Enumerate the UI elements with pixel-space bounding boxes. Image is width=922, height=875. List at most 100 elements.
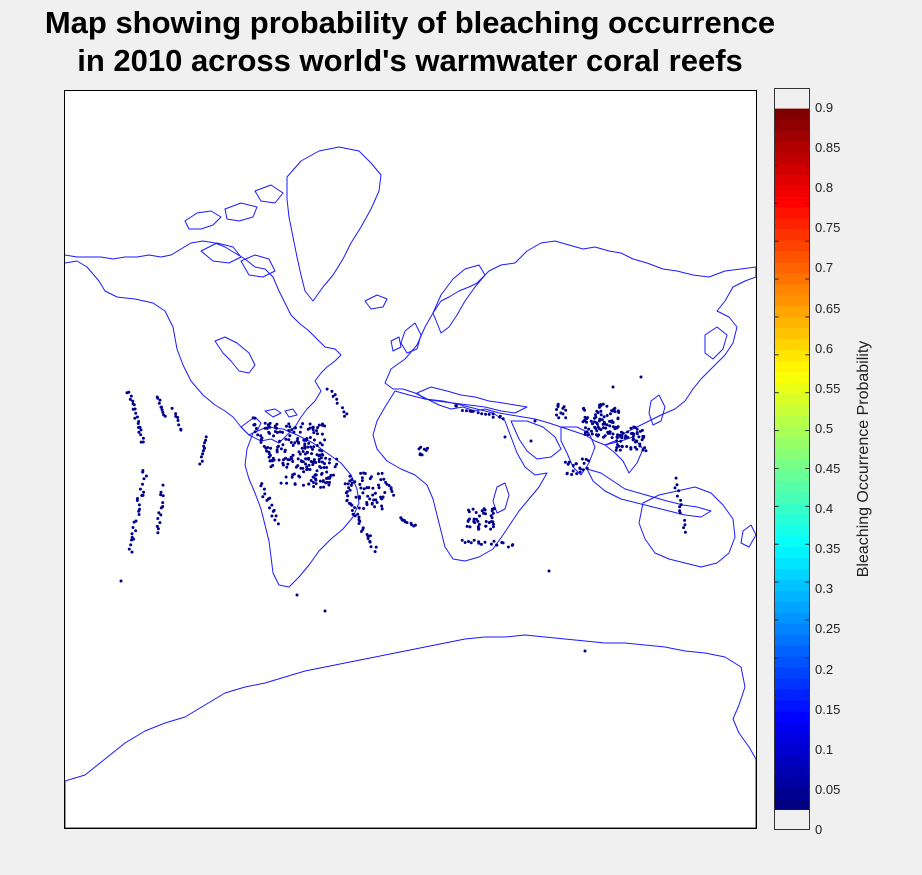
reef-marker [285,481,289,485]
coastline-madagascar [492,482,510,514]
reef-marker [199,455,203,459]
reef-marker [467,508,470,512]
reef-marker [160,408,164,412]
reef-marker [305,465,309,469]
reef-marker [616,417,620,421]
reef-marker [254,427,258,430]
reef-marker [593,416,596,420]
colorbar-step [775,623,809,635]
reef-marker [677,489,681,493]
reef-marker [413,523,417,527]
reef-marker [631,434,635,438]
reef-marker [201,449,205,453]
coastline-philippines [648,394,666,426]
reef-marker [596,422,599,426]
reef-marker [263,426,267,430]
reef-marker [330,389,334,393]
reef-marker [287,422,291,426]
colorbar-label: Bleaching Occurrence Probability [855,340,872,578]
reef-marker [634,440,637,444]
reef-marker [347,501,351,505]
reef-marker [359,486,363,490]
colorbar-step [775,699,809,712]
colorbar-tick-label: 0.1 [815,741,834,757]
reef-marker [467,540,470,543]
coastline-central-america [240,416,262,436]
reef-marker [282,458,285,462]
colorbar-tick-label: 0.75 [815,220,841,236]
reef-marker [474,511,478,514]
reef-marker [288,434,292,438]
reef-marker [369,475,373,479]
colorbar-step [775,469,809,482]
coastline-north-america [65,240,342,444]
reef-marker [284,475,288,479]
reef-marker [387,484,391,487]
reef-marker [309,479,313,482]
coastline-hudson-bay [214,336,256,374]
colorbar-step [775,349,809,362]
reef-marker [372,498,376,502]
colorbar-step [775,360,809,372]
reef-marker [313,477,317,481]
reef-marker [303,446,307,450]
reef-marker [323,462,326,466]
reef-marker [308,436,312,439]
map-title-line2: in 2010 across world's warmwater coral r… [77,43,743,78]
colorbar-step [775,174,809,186]
reef-marker [292,472,296,476]
reef-marker [392,493,396,497]
reef-marker [274,426,277,430]
colorbar-step [775,677,809,690]
coastline-british-isles [390,322,422,354]
reef-marker [134,529,138,533]
reef-marker [601,402,605,406]
coastline-africa [372,390,548,562]
reef-marker [159,506,163,510]
reef-marker [604,426,608,430]
reef-marker [675,494,679,498]
reef-marker [127,390,131,394]
reef-marker [289,441,293,444]
coastline-indonesia [586,468,712,518]
reef-marker [674,476,678,480]
reef-marker [359,471,363,475]
colorbar-step [775,656,809,668]
reef-marker [140,494,144,497]
reef-marker [597,427,601,430]
reef-marker [156,396,160,400]
reef-marker [578,470,582,474]
reef-marker [307,482,311,486]
reef-marker [259,484,263,488]
coastline-arctic-islands [184,184,284,278]
reef-marker [368,534,372,538]
reef-marker [137,509,141,513]
reef-marker [137,513,141,516]
reef-marker [571,464,575,467]
colorbar-step [775,645,809,657]
colorbar-step [775,426,809,438]
reef-marker [675,483,679,487]
reef-marker [487,412,491,416]
reef-marker [626,435,630,439]
reef-marker [161,501,165,505]
reef-marker [311,447,314,451]
reef-marker [610,409,614,413]
reef-marker [142,477,146,481]
reef-marker [157,511,161,515]
colorbar [774,88,810,830]
colorbar-step [775,207,809,219]
reef-marker [591,422,594,426]
reef-marker [349,483,353,487]
reef-marker [578,467,582,471]
reef-marker [285,424,288,428]
reef-marker [281,463,285,467]
reef-marker [271,463,275,467]
reef-marker [268,496,272,500]
reef-marker [307,463,311,467]
colorbar-tick-label: 0.3 [815,581,834,597]
reef-marker [478,514,481,518]
reef-marker [327,461,331,465]
reef-marker [269,446,273,450]
colorbar-step [775,502,809,515]
